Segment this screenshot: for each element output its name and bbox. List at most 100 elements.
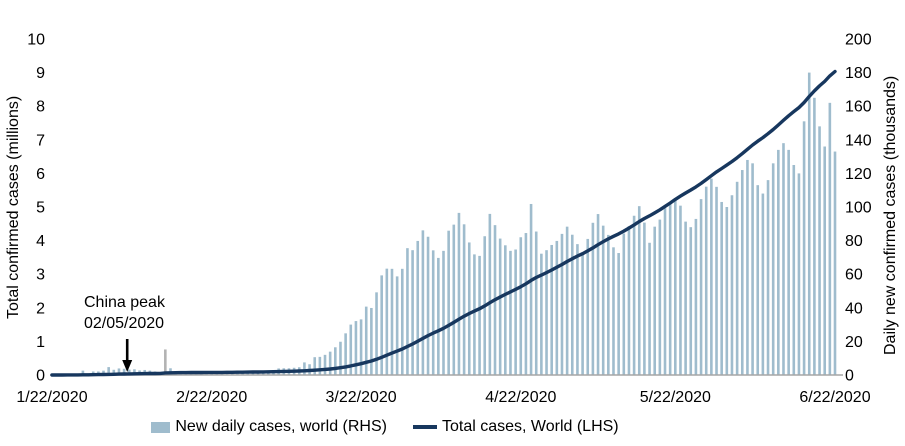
legend-item-line: Total cases, World (LHS)	[412, 418, 619, 436]
daily-cases-bar	[581, 252, 584, 375]
daily-cases-bar	[710, 178, 713, 375]
right-tick-label: 140	[845, 132, 872, 149]
daily-cases-bar	[303, 362, 306, 375]
daily-cases-bar	[570, 234, 574, 375]
daily-cases-bar	[406, 248, 409, 375]
daily-cases-bar	[349, 324, 353, 375]
daily-cases-bar	[730, 195, 734, 375]
daily-cases-bar	[364, 306, 368, 375]
legend-item-bars: New daily cases, world (RHS)	[151, 418, 387, 436]
right-tick-label: 80	[845, 233, 863, 250]
daily-cases-bar	[823, 146, 826, 375]
daily-cases-bar	[782, 143, 785, 375]
line-swatch-icon	[412, 425, 437, 429]
daily-cases-bar	[596, 214, 600, 375]
daily-cases-bar	[117, 368, 121, 375]
daily-cases-bar	[802, 121, 806, 375]
daily-cases-bar	[550, 244, 553, 375]
x-tick-label: 4/22/2020	[485, 389, 556, 406]
daily-cases-bar	[395, 276, 399, 375]
daily-cases-bar	[514, 249, 517, 375]
daily-cases-bar	[720, 201, 723, 375]
daily-cases-bar	[715, 186, 718, 375]
daily-cases-bar	[400, 268, 404, 375]
daily-cases-bar	[457, 212, 461, 375]
left-tick-label: 5	[36, 200, 45, 217]
right-tick-label: 180	[845, 65, 872, 82]
x-tick-label: 5/22/2020	[640, 389, 711, 406]
legend-line-label: Total cases, World (LHS)	[441, 418, 619, 435]
daily-cases-bar	[411, 250, 414, 375]
daily-cases-bar	[792, 165, 796, 375]
x-tick-label: 6/22/2020	[799, 389, 870, 406]
daily-cases-bar	[529, 203, 533, 375]
daily-cases-bar	[354, 321, 358, 375]
daily-cases-bar	[164, 349, 167, 375]
x-axis-tick-labels: 1/22/2020 2/22/2020 3/22/2020 4/22/2020 5/22…	[16, 389, 870, 406]
daily-cases-bar	[586, 238, 590, 375]
daily-cases-bar	[534, 231, 538, 375]
daily-cases-bar	[797, 173, 801, 375]
daily-cases-bar	[431, 250, 435, 375]
daily-cases-bar	[540, 253, 543, 375]
left-tick-label: 0	[36, 368, 45, 385]
daily-cases-bar	[473, 254, 476, 375]
left-axis-title: Total confirmed cases (millions)	[5, 95, 22, 319]
right-tick-label: 120	[845, 166, 872, 183]
left-tick-label: 3	[36, 267, 45, 284]
left-axis-tick-labels: 0 1 2 3 4 5 6 7 8 9 10	[27, 32, 45, 385]
daily-cases-bar	[607, 234, 610, 375]
daily-cases-bar	[370, 307, 373, 375]
right-axis-title: Daily new confirmed cases (thousands)	[882, 75, 899, 355]
daily-cases-bar	[632, 215, 636, 375]
daily-cases-bar	[679, 205, 682, 375]
daily-cases-bar	[205, 373, 208, 375]
left-tick-label: 1	[36, 334, 45, 351]
daily-cases-bar	[684, 221, 687, 375]
daily-cases-bar	[328, 351, 332, 375]
daily-cases-bar	[807, 72, 811, 375]
left-tick-label: 9	[36, 65, 45, 82]
daily-cases-bar	[689, 227, 693, 375]
daily-cases-bar	[555, 240, 559, 375]
daily-cases-bar	[622, 233, 626, 375]
daily-cases-bar	[663, 208, 667, 375]
daily-cases-bar	[375, 292, 378, 375]
legend: New daily cases, world (RHS) Total cases…	[0, 413, 770, 441]
left-tick-label: 4	[36, 233, 45, 250]
china-peak-annotation: China peak 02/05/2020	[84, 292, 165, 334]
daily-cases-bar	[509, 250, 512, 375]
daily-cases-bar	[416, 240, 420, 375]
daily-cases-bar	[818, 126, 821, 375]
annotation-line1: China peak	[84, 294, 165, 311]
daily-cases-bar	[735, 181, 739, 375]
daily-cases-bar	[478, 255, 481, 375]
daily-cases-bar	[627, 226, 631, 375]
annotation-line2: 02/05/2020	[84, 315, 165, 332]
daily-cases-bar	[674, 199, 677, 375]
right-tick-label: 160	[845, 99, 872, 116]
daily-cases-bar	[385, 268, 389, 375]
daily-cases-bar	[334, 347, 337, 375]
x-tick-label: 2/22/2020	[176, 389, 247, 406]
daily-cases-bar	[725, 207, 729, 375]
daily-cases-bar	[380, 275, 383, 375]
daily-cases-bar	[617, 253, 620, 375]
daily-cases-bar	[699, 199, 703, 375]
daily-cases-bar	[761, 193, 765, 375]
daily-cases-bar	[828, 102, 832, 375]
daily-cases-bar	[766, 180, 770, 375]
daily-cases-bar	[756, 185, 760, 375]
daily-cases-bar	[344, 333, 347, 375]
daily-cases-bar	[112, 369, 116, 375]
daily-cases-bar	[488, 213, 492, 375]
daily-cases-bar	[813, 97, 816, 376]
daily-cases-bar	[442, 250, 445, 375]
daily-cases-bar	[653, 226, 656, 375]
daily-cases-bar	[225, 373, 229, 375]
left-tick-label: 6	[36, 166, 45, 183]
daily-cases-bar	[746, 159, 749, 375]
daily-cases-bar	[452, 224, 456, 375]
